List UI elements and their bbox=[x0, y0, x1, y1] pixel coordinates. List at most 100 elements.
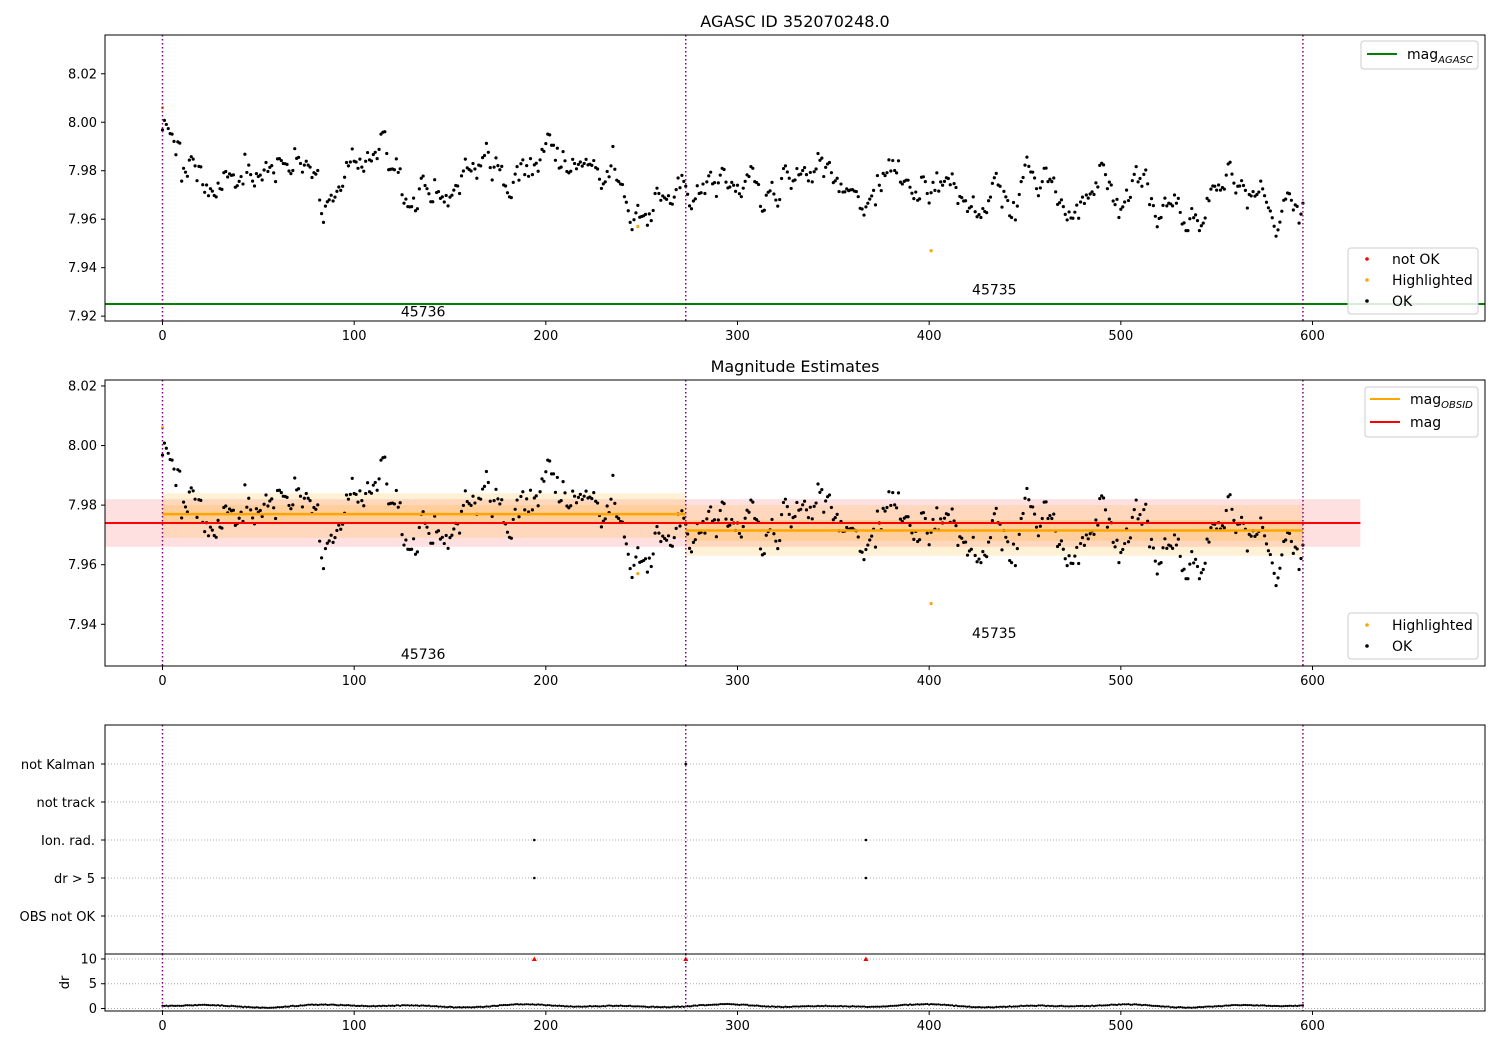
dr-point bbox=[590, 1005, 593, 1008]
ok-point bbox=[553, 158, 558, 162]
ok-point bbox=[722, 502, 726, 506]
ok-point bbox=[1270, 561, 1274, 565]
dr-point bbox=[1110, 1003, 1113, 1006]
ok-point bbox=[1130, 179, 1134, 183]
dr-point bbox=[1039, 1004, 1042, 1007]
ok-point bbox=[450, 533, 454, 537]
ok-point bbox=[806, 179, 811, 183]
ok-point bbox=[820, 488, 824, 492]
ok-point bbox=[906, 515, 910, 519]
ok-point bbox=[571, 489, 575, 493]
dr-point bbox=[818, 1005, 822, 1008]
y-tick-label: 10 bbox=[80, 952, 97, 967]
dr-point bbox=[1200, 1006, 1203, 1009]
dr-point bbox=[742, 1003, 745, 1006]
dr-point bbox=[893, 1004, 896, 1007]
dr-point bbox=[922, 1003, 925, 1006]
ok-point bbox=[571, 157, 575, 161]
y-tick-label: 7.98 bbox=[68, 499, 97, 514]
ok-point bbox=[342, 175, 347, 179]
ok-point bbox=[1107, 180, 1111, 184]
ok-point bbox=[193, 164, 197, 168]
dr-point bbox=[1012, 1005, 1015, 1008]
ok-point bbox=[1249, 194, 1253, 198]
ok-point bbox=[319, 556, 324, 560]
ok-point bbox=[555, 475, 559, 480]
dr-point bbox=[464, 1006, 467, 1009]
ok-point bbox=[517, 178, 521, 182]
ok-point bbox=[337, 523, 341, 527]
legend-entry: Highlighted bbox=[1392, 273, 1473, 289]
dr-point bbox=[1267, 1004, 1270, 1007]
dr-point bbox=[805, 1005, 808, 1008]
dr-point bbox=[475, 1005, 478, 1008]
ok-point bbox=[1105, 187, 1110, 191]
ok-point bbox=[298, 161, 303, 166]
dr-point bbox=[1156, 1004, 1159, 1008]
dr-point bbox=[866, 1005, 869, 1009]
ok-point bbox=[893, 168, 897, 173]
ok-point bbox=[1169, 544, 1173, 548]
ok-point bbox=[732, 183, 736, 187]
ok-point bbox=[245, 170, 249, 175]
dr-point bbox=[1000, 1005, 1004, 1008]
ok-point bbox=[986, 199, 991, 203]
ok-point bbox=[521, 158, 525, 162]
ok-point bbox=[703, 191, 707, 196]
ok-point bbox=[525, 164, 529, 168]
dr-point bbox=[1250, 1003, 1253, 1007]
dr-point bbox=[1177, 1006, 1180, 1009]
dr-point bbox=[494, 1004, 498, 1008]
dr-point bbox=[941, 1003, 944, 1006]
dr-point bbox=[772, 1005, 776, 1008]
ok-point bbox=[1057, 201, 1062, 205]
ok-point bbox=[1274, 583, 1278, 588]
ok-point bbox=[829, 171, 834, 175]
ok-point bbox=[1272, 571, 1276, 575]
ok-point bbox=[705, 180, 709, 184]
ok-point bbox=[247, 496, 251, 500]
dr-point bbox=[667, 1006, 670, 1009]
ok-point bbox=[1239, 179, 1244, 183]
ok-point bbox=[548, 133, 552, 137]
ok-point bbox=[1207, 199, 1211, 203]
dr-point bbox=[1023, 1004, 1027, 1008]
highlighted-point bbox=[929, 249, 933, 253]
ok-point bbox=[789, 186, 793, 191]
dr-point bbox=[621, 1004, 624, 1008]
ok-point bbox=[385, 482, 389, 486]
ok-point bbox=[1261, 187, 1265, 191]
ok-point bbox=[436, 189, 441, 194]
ok-point bbox=[1203, 561, 1207, 565]
dr-point bbox=[527, 1003, 530, 1006]
ok-point bbox=[599, 186, 604, 191]
y-tick-label: 7.94 bbox=[68, 618, 97, 633]
ok-point bbox=[482, 153, 487, 158]
dr-point bbox=[878, 1005, 881, 1008]
ok-point bbox=[385, 151, 389, 156]
ok-point bbox=[314, 172, 318, 176]
ok-point bbox=[1172, 533, 1177, 537]
x-tick-label: 100 bbox=[342, 1019, 367, 1034]
dr-point bbox=[763, 1005, 766, 1008]
ok-point bbox=[164, 446, 168, 450]
dr-point bbox=[1071, 1005, 1075, 1008]
dr-point bbox=[698, 1003, 701, 1007]
ok-point bbox=[1165, 204, 1169, 208]
dr-point bbox=[337, 1004, 340, 1007]
dr-point bbox=[220, 1004, 224, 1007]
ok-point bbox=[975, 215, 979, 219]
ok-point bbox=[528, 157, 533, 161]
dr-point bbox=[224, 1004, 227, 1008]
ok-point bbox=[862, 558, 866, 562]
ok-point bbox=[758, 547, 763, 551]
ok-point bbox=[1059, 539, 1064, 543]
ok-point bbox=[1161, 546, 1165, 550]
ok-point bbox=[634, 211, 638, 215]
dr-point bbox=[1165, 1005, 1168, 1008]
ok-point bbox=[411, 537, 416, 541]
ok-point bbox=[714, 194, 719, 199]
dr-point bbox=[956, 1004, 960, 1008]
ok-point bbox=[940, 183, 945, 187]
